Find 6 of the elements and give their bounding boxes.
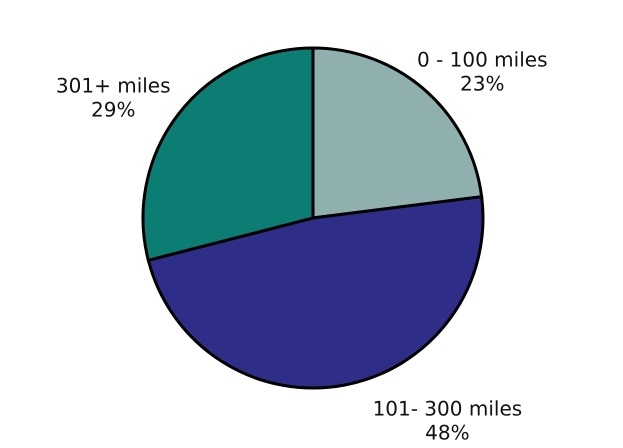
data-label: 48% (425, 420, 470, 445)
slice-label: 101- 300 miles (372, 396, 522, 421)
slice-label: 301+ miles (56, 74, 171, 98)
data-label: 29% (91, 98, 136, 122)
data-label: 23% (460, 71, 504, 96)
slice-label: 0 - 100 miles (417, 47, 548, 72)
